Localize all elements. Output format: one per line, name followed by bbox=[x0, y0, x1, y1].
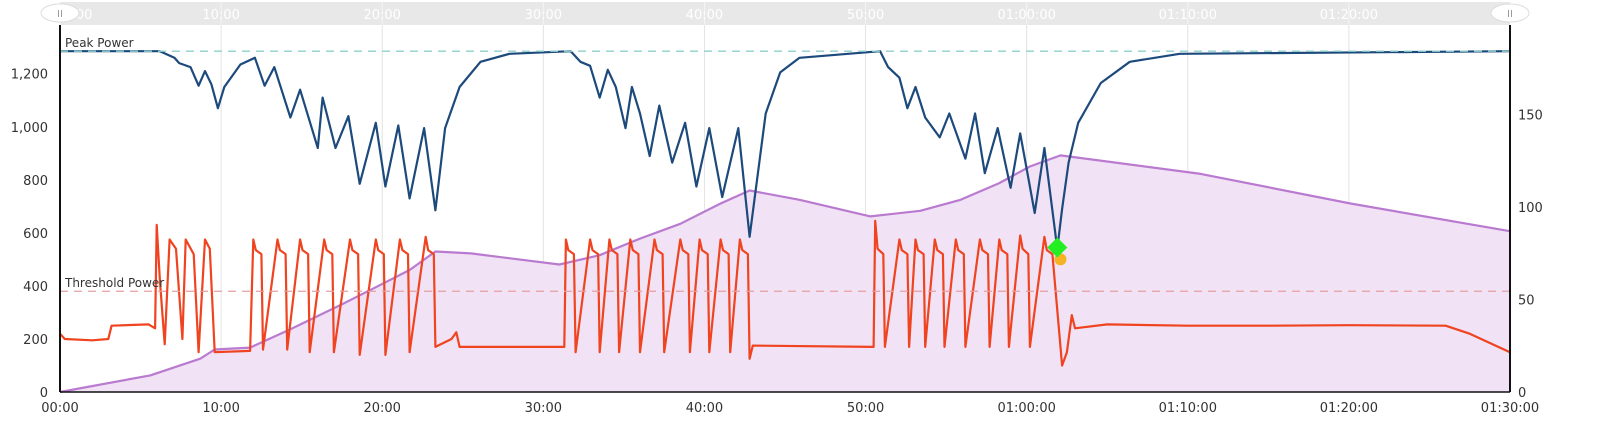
navigator-tick-label: 30:00 bbox=[525, 8, 562, 23]
navigator-tick-label: 01:00:00 bbox=[997, 8, 1055, 23]
navigator-tick-label: 01:20:00 bbox=[1320, 8, 1378, 23]
series-area-fill bbox=[60, 155, 1510, 392]
navigator-tick-label: 10:00 bbox=[202, 8, 239, 23]
navigator-tick-label: 50:00 bbox=[847, 8, 884, 23]
x-tick-label: 01:00:00 bbox=[997, 401, 1055, 416]
reference-line-label: Threshold Power bbox=[64, 276, 164, 290]
y-left-tick-label: 600 bbox=[23, 227, 48, 242]
y-left-tick-label: 200 bbox=[23, 333, 48, 348]
series-line-1 bbox=[59, 219, 1511, 367]
x-tick-label: 20:00 bbox=[363, 401, 400, 416]
navigator-handle-left[interactable]: II bbox=[40, 3, 80, 23]
y-right-tick-label: 50 bbox=[1518, 294, 1535, 309]
y-right-tick-label: 0 bbox=[1518, 386, 1526, 401]
x-tick-label: 50:00 bbox=[847, 401, 884, 416]
diamond-marker bbox=[1047, 237, 1068, 258]
x-tick-label: 30:00 bbox=[525, 401, 562, 416]
navigator-bar[interactable] bbox=[60, 2, 1510, 25]
svg-text:II: II bbox=[57, 9, 63, 20]
svg-text:II: II bbox=[1507, 9, 1513, 20]
navigator-tick-label: 01:10:00 bbox=[1159, 8, 1217, 23]
x-tick-label: 40:00 bbox=[686, 401, 723, 416]
y-right-tick-label: 150 bbox=[1518, 109, 1543, 124]
x-tick-label: 10:00 bbox=[202, 401, 239, 416]
x-tick-label: 01:20:00 bbox=[1320, 401, 1378, 416]
x-tick-label: 01:10:00 bbox=[1159, 401, 1217, 416]
y-left-tick-label: 0 bbox=[40, 386, 48, 401]
series-line-2 bbox=[60, 50, 1511, 250]
y-right-tick-label: 100 bbox=[1518, 201, 1543, 216]
navigator-tick-label: 40:00 bbox=[686, 8, 723, 23]
y-left-tick-label: 1,200 bbox=[11, 68, 48, 83]
x-tick-label: 01:30:00 bbox=[1481, 401, 1539, 416]
y-left-tick-label: 1,000 bbox=[11, 121, 48, 136]
y-left-tick-label: 400 bbox=[23, 280, 48, 295]
x-tick-label: 00:00 bbox=[41, 401, 78, 416]
reference-line-label: Peak Power bbox=[65, 36, 134, 50]
navigator-handle-right[interactable]: II bbox=[1490, 3, 1530, 23]
navigator-tick-label: 20:00 bbox=[363, 8, 400, 23]
y-left-tick-label: 800 bbox=[23, 174, 48, 189]
